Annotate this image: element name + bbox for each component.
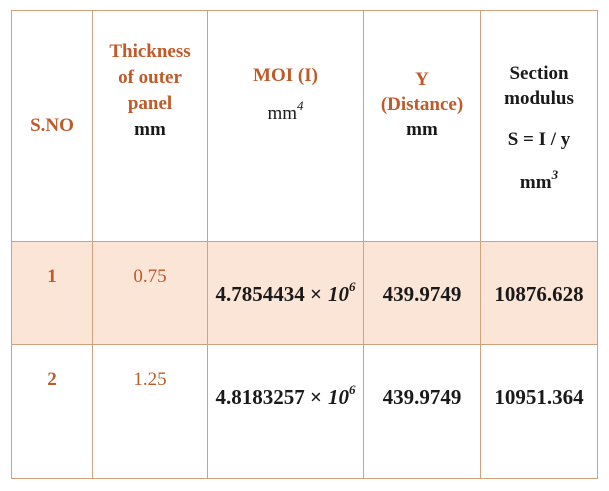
cell-sno: 1 xyxy=(12,242,93,345)
header-thickness-line3: panel xyxy=(127,93,173,114)
header-sno-label: S.NO xyxy=(30,115,74,136)
cell-moi: 4.8183257 × 106 xyxy=(208,345,364,479)
sno-value: 1 xyxy=(47,266,57,287)
cell-section-modulus: 10876.628 xyxy=(481,242,598,345)
header-thickness-unit: mm xyxy=(134,119,166,140)
header-cell-section-modulus: Section modulus S = I / y mm3 xyxy=(481,11,598,242)
header-thickness-line1: Thickness xyxy=(109,41,191,62)
cell-sno: 2 xyxy=(12,345,93,479)
y-distance-value: 439.9749 xyxy=(382,282,462,306)
header-section-unit-exponent: 3 xyxy=(551,166,559,182)
header-section-line2: modulus xyxy=(504,88,574,109)
moi-power-of-ten: 106 xyxy=(327,279,356,306)
cell-moi: 4.7854434 × 106 xyxy=(208,242,364,345)
header-cell-thickness: Thickness of outer panel mm xyxy=(93,11,208,242)
moi-value: 4.8183257 × 106 xyxy=(215,382,356,409)
cell-thickness: 1.25 xyxy=(93,345,208,479)
header-section-unit: mm3 xyxy=(519,166,559,193)
cell-y-distance: 439.9749 xyxy=(364,345,481,479)
moi-power-of-ten: 106 xyxy=(327,382,356,409)
thickness-value: 0.75 xyxy=(133,266,167,287)
section-modulus-value: 10951.364 xyxy=(494,385,584,409)
cell-section-modulus: 10951.364 xyxy=(481,345,598,479)
header-y-unit: mm xyxy=(406,119,438,140)
results-table: S.NO Thickness of outer panel mm MOI (I)… xyxy=(11,10,598,479)
header-section-formula: S = I / y xyxy=(507,129,571,150)
header-moi-unit: mm4 xyxy=(267,97,304,124)
cell-y-distance: 439.9749 xyxy=(364,242,481,345)
header-section-line1: Section xyxy=(509,63,569,84)
sno-value: 2 xyxy=(47,369,57,390)
header-cell-y-distance: Y (Distance) mm xyxy=(364,11,481,242)
y-distance-value: 439.9749 xyxy=(382,385,462,409)
section-modulus-value: 10876.628 xyxy=(494,282,584,306)
header-moi-title: MOI (I) xyxy=(253,65,318,86)
header-y-line1: Y xyxy=(415,69,429,90)
cell-thickness: 0.75 xyxy=(93,242,208,345)
header-thickness-line2: of outer xyxy=(118,67,182,88)
thickness-value: 1.25 xyxy=(133,369,167,390)
header-cell-sno: S.NO xyxy=(12,11,93,242)
header-cell-moi: MOI (I) mm4 xyxy=(208,11,364,242)
moi-value: 4.7854434 × 106 xyxy=(215,279,356,306)
header-y-line2: (Distance) xyxy=(380,94,464,115)
header-moi-unit-exponent: 4 xyxy=(297,97,304,113)
